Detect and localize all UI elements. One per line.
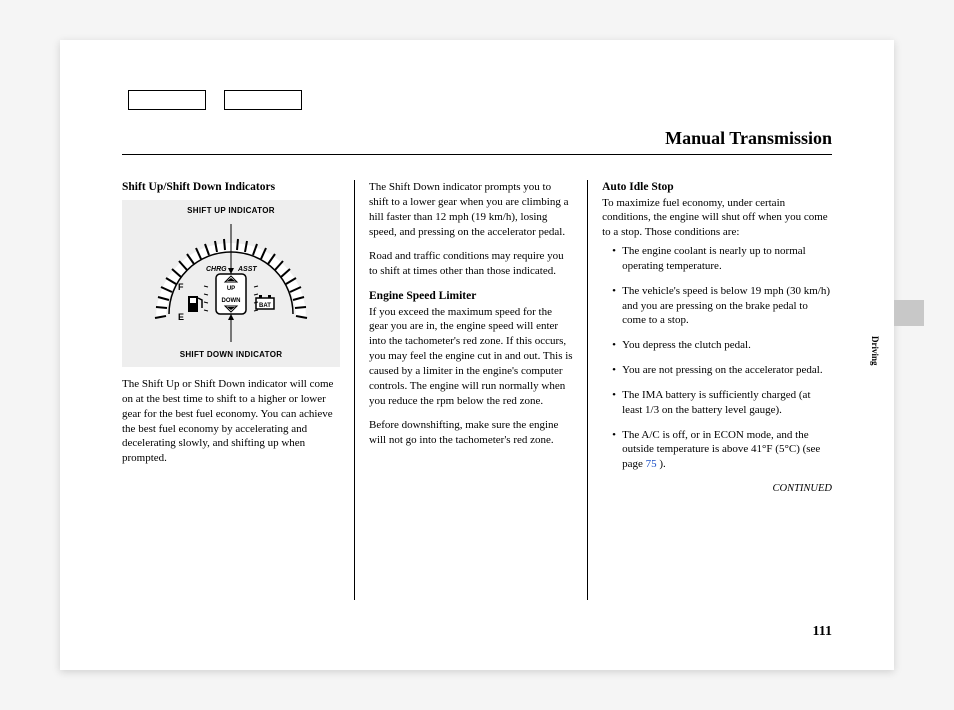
fuel-pump-icon <box>188 296 202 312</box>
col2-p2: Road and traffic conditions may require … <box>369 249 573 279</box>
fuel-e-label: E <box>178 312 184 322</box>
top-boxes <box>128 90 302 110</box>
column-2: The Shift Down indicator prompts you to … <box>354 180 588 600</box>
ref-box-1 <box>128 90 206 110</box>
section-tab <box>894 300 924 326</box>
svg-text:BAT: BAT <box>259 303 271 309</box>
gauge-diagram: CHRG ASST UP DOWN F E <box>136 218 326 348</box>
list-item: You depress the clutch pedal. <box>612 338 832 353</box>
list-item: You are not pressing on the accelerator … <box>612 363 832 378</box>
section-label: Driving <box>870 336 880 366</box>
col2-p4: Before downshifting, make sure the engin… <box>369 418 573 448</box>
col3-intro: To maximize fuel economy, under certain … <box>602 196 832 241</box>
down-label: DOWN <box>222 298 241 304</box>
b6-text-b: ). <box>657 458 666 470</box>
columns: Shift Up/Shift Down Indicators SHIFT UP … <box>122 180 832 600</box>
column-3: Auto Idle Stop To maximize fuel economy,… <box>588 180 832 600</box>
col2-h2: Engine Speed Limiter <box>369 289 573 305</box>
page-number: 111 <box>813 624 832 640</box>
page-link-75[interactable]: 75 <box>646 458 657 470</box>
col3-h1: Auto Idle Stop <box>602 181 674 193</box>
asst-label: ASST <box>237 266 257 273</box>
battery-icon: BAT <box>256 295 274 309</box>
title-rule <box>122 154 832 155</box>
conditions-list: The engine coolant is nearly up to norma… <box>602 244 832 472</box>
list-item: The IMA battery is sufficiently charged … <box>612 388 832 418</box>
col2-p1: The Shift Down indicator prompts you to … <box>369 180 573 239</box>
page-title: Manual Transmission <box>665 128 832 149</box>
chrg-label: CHRG <box>206 266 227 273</box>
col1-p1: The Shift Up or Shift Down indicator wil… <box>122 377 340 466</box>
ref-box-2 <box>224 90 302 110</box>
shift-indicator-figure: SHIFT UP INDICATOR <box>122 200 340 368</box>
manual-page: Manual Transmission Driving Shift Up/Shi… <box>60 40 894 670</box>
figure-caption-bottom: SHIFT DOWN INDICATOR <box>126 350 336 361</box>
col1-heading: Shift Up/Shift Down Indicators <box>122 180 340 196</box>
list-item: The engine coolant is nearly up to norma… <box>612 244 832 274</box>
column-1: Shift Up/Shift Down Indicators SHIFT UP … <box>122 180 354 600</box>
fuel-f-label: F <box>178 282 184 292</box>
col2-p3: If you exceed the maximum speed for the … <box>369 305 573 409</box>
list-item: The vehicle's speed is below 19 mph (30 … <box>612 284 832 329</box>
up-label: UP <box>227 286 235 292</box>
continued-label: CONTINUED <box>602 482 832 496</box>
list-item: The A/C is off, or in ECON mode, and the… <box>612 428 832 473</box>
figure-caption-top: SHIFT UP INDICATOR <box>126 206 336 217</box>
